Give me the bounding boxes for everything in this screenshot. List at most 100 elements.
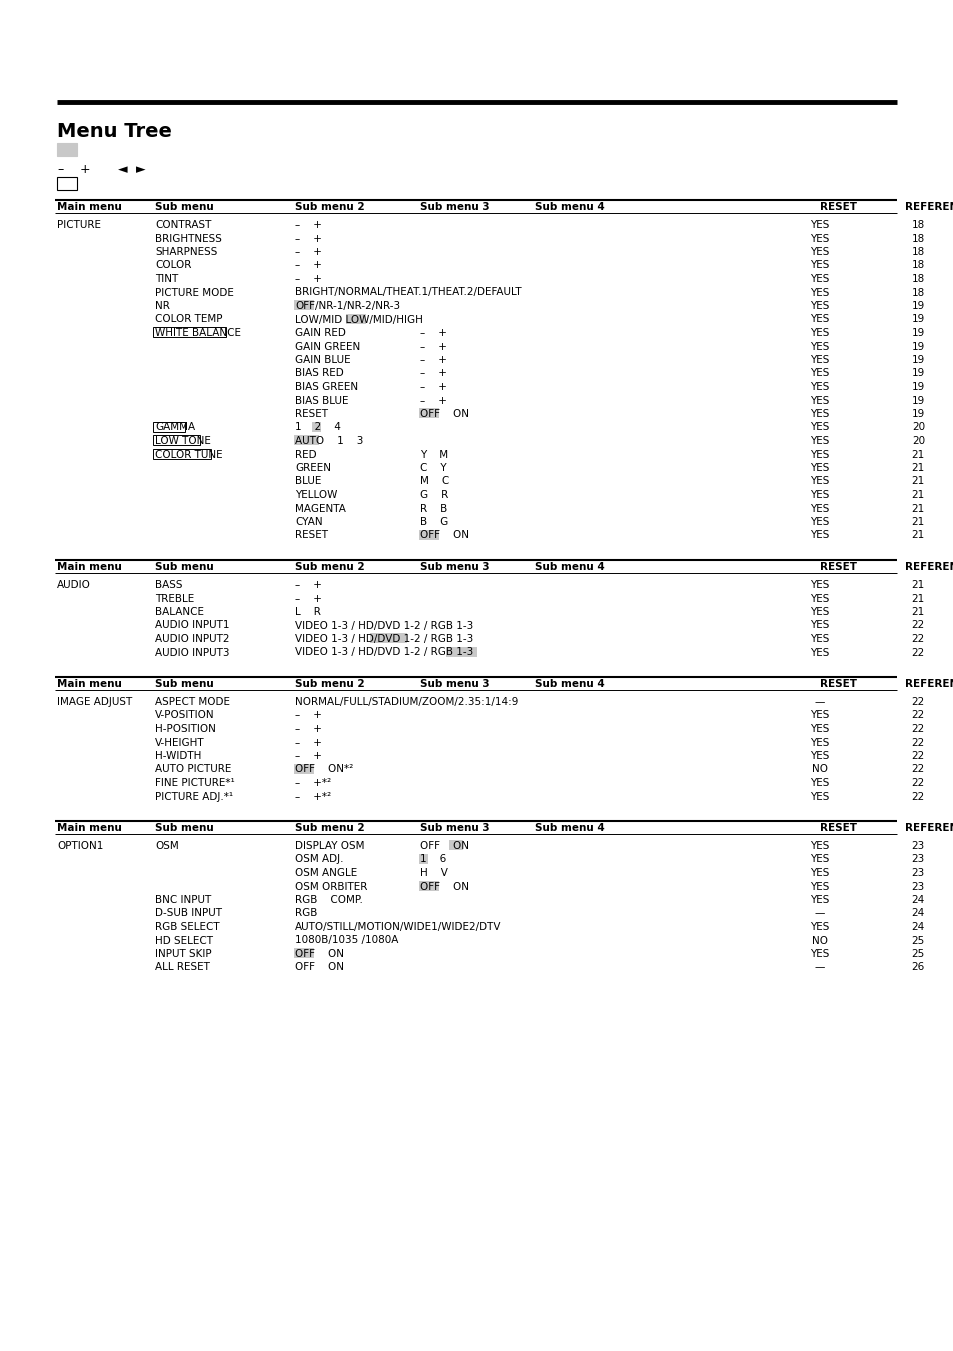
- Text: 22: 22: [911, 647, 924, 658]
- Text: AUTO PICTURE: AUTO PICTURE: [154, 765, 232, 774]
- Text: VIDEO 1-3 / HD/DVD 1-2 / RGB 1-3: VIDEO 1-3 / HD/DVD 1-2 / RGB 1-3: [294, 620, 473, 631]
- Text: 22: 22: [911, 724, 924, 734]
- Text: Sub menu 3: Sub menu 3: [419, 823, 489, 834]
- Text: 23: 23: [911, 867, 924, 878]
- Bar: [152, 435, 200, 444]
- Text: OSM ADJ.: OSM ADJ.: [294, 854, 343, 865]
- Text: —: —: [814, 697, 824, 707]
- Text: YES: YES: [809, 504, 829, 513]
- Text: Sub menu 3: Sub menu 3: [419, 562, 489, 571]
- Text: L    R: L R: [294, 607, 320, 617]
- Text: –    +: – +: [294, 261, 321, 270]
- Text: COLOR: COLOR: [154, 261, 192, 270]
- Text: GAIN GREEN: GAIN GREEN: [294, 342, 360, 351]
- Text: Sub menu 4: Sub menu 4: [535, 562, 604, 571]
- Text: WHITE BALANCE: WHITE BALANCE: [154, 328, 241, 338]
- Text: BLUE: BLUE: [294, 477, 321, 486]
- Text: RESET: RESET: [294, 531, 328, 540]
- Text: 19: 19: [911, 396, 924, 405]
- Bar: [418, 530, 438, 539]
- Text: OFF    ON: OFF ON: [419, 842, 469, 851]
- Text: OFF    ON: OFF ON: [419, 881, 469, 892]
- Text: OSM: OSM: [154, 842, 178, 851]
- Text: YES: YES: [809, 921, 829, 932]
- Text: YES: YES: [809, 261, 829, 270]
- Text: REFERENCE: REFERENCE: [904, 680, 953, 689]
- Text: YES: YES: [809, 531, 829, 540]
- Text: OFF    ON: OFF ON: [419, 531, 469, 540]
- Text: 25: 25: [911, 948, 924, 959]
- Text: Sub menu 3: Sub menu 3: [419, 680, 489, 689]
- Text: TINT: TINT: [154, 274, 178, 284]
- Text: OSM ANGLE: OSM ANGLE: [294, 867, 356, 878]
- Text: GAMMA: GAMMA: [154, 423, 195, 432]
- Text: –    +*²: – +*²: [294, 792, 331, 801]
- Text: 22: 22: [911, 620, 924, 631]
- Text: PICTURE ADJ.*¹: PICTURE ADJ.*¹: [154, 792, 233, 801]
- Text: 21: 21: [911, 504, 924, 513]
- Text: YES: YES: [809, 220, 829, 230]
- Text: –    +: – +: [419, 382, 446, 392]
- Text: 19: 19: [911, 342, 924, 351]
- Text: Sub menu 4: Sub menu 4: [535, 203, 604, 212]
- Text: –    +: – +: [294, 234, 321, 243]
- Text: Main menu: Main menu: [57, 680, 122, 689]
- Text: 22: 22: [911, 765, 924, 774]
- Text: 19: 19: [911, 301, 924, 311]
- Text: Y    M: Y M: [419, 450, 448, 459]
- Text: AUDIO INPUT3: AUDIO INPUT3: [154, 647, 230, 658]
- Text: 1    6: 1 6: [419, 854, 446, 865]
- Text: YES: YES: [809, 948, 829, 959]
- Text: GAIN RED: GAIN RED: [294, 328, 346, 338]
- Text: INPUT SKIP: INPUT SKIP: [154, 948, 212, 959]
- Text: YES: YES: [809, 490, 829, 500]
- Text: YES: YES: [809, 274, 829, 284]
- Text: –    +: – +: [419, 355, 446, 365]
- Text: AUDIO INPUT2: AUDIO INPUT2: [154, 634, 230, 644]
- Text: 21: 21: [911, 607, 924, 617]
- Text: 19: 19: [911, 328, 924, 338]
- Text: YES: YES: [809, 711, 829, 720]
- Text: 21: 21: [911, 593, 924, 604]
- Bar: [294, 763, 314, 774]
- Text: YES: YES: [809, 396, 829, 405]
- Text: YES: YES: [809, 288, 829, 297]
- Text: 21: 21: [911, 450, 924, 459]
- Bar: [346, 313, 365, 323]
- Text: –    +: – +: [294, 220, 321, 230]
- Text: ASPECT MODE: ASPECT MODE: [154, 697, 230, 707]
- Text: 19: 19: [911, 409, 924, 419]
- Text: –    +: – +: [294, 711, 321, 720]
- Text: –    +: – +: [294, 593, 321, 604]
- Bar: [370, 634, 406, 643]
- Text: Menu Tree: Menu Tree: [57, 122, 172, 141]
- Text: YES: YES: [809, 436, 829, 446]
- Text: H    V: H V: [419, 867, 447, 878]
- Text: BIAS BLUE: BIAS BLUE: [294, 396, 348, 405]
- Bar: [418, 408, 438, 417]
- Text: YES: YES: [809, 463, 829, 473]
- Text: YES: YES: [809, 328, 829, 338]
- Bar: [152, 327, 226, 336]
- Text: 1080B/1035 /1080A: 1080B/1035 /1080A: [294, 935, 398, 946]
- Text: BNC INPUT: BNC INPUT: [154, 894, 211, 905]
- Text: Sub menu 2: Sub menu 2: [294, 823, 364, 834]
- Text: RESET: RESET: [820, 680, 856, 689]
- Text: 18: 18: [911, 274, 924, 284]
- Text: RED: RED: [294, 450, 316, 459]
- Text: REFERENCE: REFERENCE: [904, 203, 953, 212]
- Text: H-POSITION: H-POSITION: [154, 724, 215, 734]
- Text: 19: 19: [911, 315, 924, 324]
- Text: LOW/MID LOW/MID/HIGH: LOW/MID LOW/MID/HIGH: [294, 315, 422, 324]
- Text: 1    2    4: 1 2 4: [294, 423, 340, 432]
- Text: Sub menu 4: Sub menu 4: [535, 823, 604, 834]
- Bar: [57, 143, 77, 155]
- Text: VIDEO 1-3 / HD/DVD 1-2 / RGB 1-3: VIDEO 1-3 / HD/DVD 1-2 / RGB 1-3: [294, 634, 473, 644]
- Bar: [152, 422, 185, 431]
- Text: IMAGE ADJUST: IMAGE ADJUST: [57, 697, 132, 707]
- Text: OFF/NR-1/NR-2/NR-3: OFF/NR-1/NR-2/NR-3: [294, 301, 399, 311]
- Text: 20: 20: [911, 423, 924, 432]
- Text: RESET: RESET: [294, 409, 328, 419]
- Text: YES: YES: [809, 450, 829, 459]
- Text: YES: YES: [809, 517, 829, 527]
